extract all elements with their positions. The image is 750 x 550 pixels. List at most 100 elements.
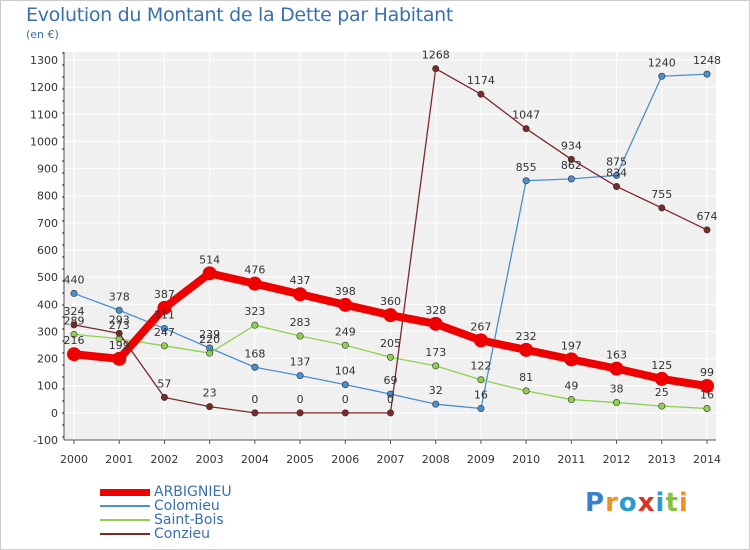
x-tick-label: 2011	[557, 453, 585, 466]
data-label: 38	[610, 383, 624, 396]
data-point	[383, 308, 398, 323]
logo-letter: P	[585, 488, 606, 518]
data-label: 834	[606, 166, 627, 179]
data-point	[658, 204, 666, 212]
data-point	[70, 289, 78, 297]
legend-swatch-saint-bois	[100, 519, 150, 521]
y-tick-label: 0	[51, 407, 58, 420]
data-label: 125	[651, 359, 672, 372]
data-label: 81	[519, 371, 533, 384]
data-point	[341, 409, 349, 417]
data-label: 49	[564, 380, 578, 393]
data-point	[473, 333, 488, 348]
data-label: 1248	[693, 54, 721, 67]
legend-swatch-arbignieu	[100, 488, 150, 496]
data-point	[293, 287, 308, 302]
y-tick-label: 600	[37, 244, 58, 257]
data-label: 163	[606, 349, 627, 362]
y-tick-label: 1100	[30, 108, 58, 121]
data-label: 249	[335, 325, 356, 338]
y-tick-label: 1300	[30, 54, 58, 67]
legend-label-conzieu: Conzieu	[154, 526, 210, 542]
data-point	[700, 378, 714, 393]
data-label: 360	[380, 295, 401, 308]
data-label: 283	[290, 316, 311, 329]
data-point	[658, 72, 666, 80]
legend-item-saint-bois: Saint-Bois	[100, 513, 232, 527]
data-point	[251, 321, 259, 329]
data-point	[567, 396, 575, 404]
data-label: 1047	[512, 109, 540, 122]
data-label: 69	[384, 374, 398, 387]
data-label: 216	[64, 334, 85, 347]
data-label: 323	[244, 305, 265, 318]
y-tick-label: 900	[37, 163, 58, 176]
data-point	[112, 351, 127, 366]
data-label: 122	[470, 360, 491, 373]
data-label: 0	[297, 393, 304, 406]
data-label: 311	[154, 308, 175, 321]
data-label: 437	[290, 274, 311, 287]
data-point	[432, 400, 440, 408]
data-point	[160, 342, 168, 350]
data-point	[703, 405, 711, 413]
data-point	[296, 372, 304, 380]
data-label: 674	[697, 210, 718, 223]
x-tick-label: 2010	[512, 453, 540, 466]
x-tick-label: 2014	[693, 453, 721, 466]
data-label: 440	[64, 273, 85, 286]
data-label: 104	[335, 365, 356, 378]
data-label: 476	[244, 264, 265, 277]
data-label: 232	[516, 330, 537, 343]
data-label: 99	[700, 366, 714, 379]
legend-label-colomieu: Colomieu	[154, 498, 220, 514]
data-point	[564, 352, 579, 367]
data-point	[477, 90, 485, 98]
data-label: 862	[561, 159, 582, 172]
data-point	[206, 403, 214, 411]
data-label: 934	[561, 139, 582, 152]
data-point	[160, 324, 168, 332]
data-label: 387	[154, 288, 175, 301]
data-point	[247, 276, 262, 291]
data-point	[613, 182, 621, 190]
x-tick-label: 2008	[422, 453, 450, 466]
data-label: 16	[700, 389, 714, 402]
chart-subtitle: (en €)	[26, 28, 59, 41]
data-point	[157, 300, 172, 315]
proxiti-logo: Proxiti	[585, 488, 689, 518]
data-point	[251, 363, 259, 371]
data-label: 1174	[467, 74, 495, 87]
legend-item-colomieu: Colomieu	[100, 499, 232, 513]
data-point	[522, 387, 530, 395]
logo-letter: o	[618, 488, 638, 518]
y-tick-label: 700	[37, 217, 58, 230]
x-tick-label: 2001	[105, 453, 133, 466]
data-label: 0	[387, 393, 394, 406]
data-label: 324	[64, 305, 85, 318]
data-point	[70, 321, 78, 329]
x-tick-label: 2007	[377, 453, 405, 466]
data-point	[654, 371, 669, 386]
data-point	[115, 329, 123, 337]
data-label: 1240	[648, 56, 676, 69]
x-tick-label: 2004	[241, 453, 269, 466]
legend-item-conzieu: Conzieu	[100, 527, 232, 541]
data-label: 57	[157, 377, 171, 390]
data-label: 205	[380, 337, 401, 350]
data-label: 328	[425, 304, 446, 317]
data-label: 289	[64, 314, 85, 327]
data-point	[206, 349, 214, 357]
data-point	[432, 65, 440, 73]
data-point	[522, 125, 530, 133]
legend-label-saint-bois: Saint-Bois	[154, 512, 224, 528]
data-label: 875	[606, 155, 627, 168]
data-label: 199	[109, 339, 130, 352]
data-point	[251, 409, 259, 417]
logo-letter: i	[655, 488, 666, 518]
data-point	[202, 266, 217, 281]
y-tick-label: 1200	[30, 81, 58, 94]
legend-label-arbignieu: ARBIGNIEU	[154, 484, 232, 500]
x-tick-label: 2000	[60, 453, 88, 466]
